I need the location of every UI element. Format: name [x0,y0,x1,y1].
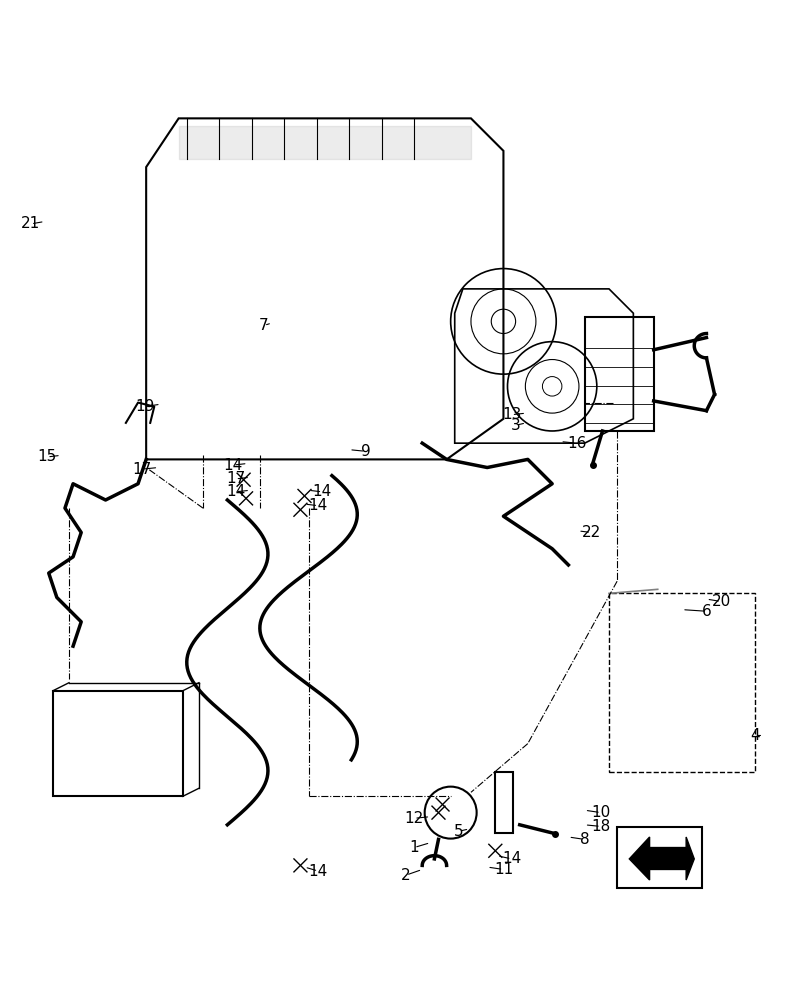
Text: 16: 16 [566,436,586,451]
Polygon shape [629,837,693,880]
Bar [616,827,702,888]
Text: 14: 14 [312,484,332,499]
Text: 7: 7 [259,318,268,333]
Text: 13: 13 [501,407,521,422]
Text: 17: 17 [225,471,245,486]
Text: 14: 14 [501,851,521,866]
Text: 15: 15 [37,449,57,464]
Text: 8: 8 [579,832,589,847]
Text: 20: 20 [710,594,730,609]
Text: 4: 4 [749,728,759,743]
Bar [608,593,754,772]
Text: 3: 3 [510,418,520,433]
Text: 2: 2 [401,868,410,883]
Text: 6: 6 [701,604,710,619]
Text: 14: 14 [308,498,328,513]
Text: 14: 14 [223,458,242,473]
Text: 1: 1 [409,840,418,855]
Text: 11: 11 [493,862,513,877]
Text: 14: 14 [308,864,328,879]
Bar [53,691,182,796]
Bar [495,772,513,833]
Text: 22: 22 [581,525,600,540]
Text: 18: 18 [590,819,610,834]
Text: 21: 21 [21,216,41,231]
Text: 14: 14 [225,484,245,499]
Text: 9: 9 [360,444,370,459]
Text: 17: 17 [132,462,152,477]
Text: 12: 12 [404,811,423,826]
Bar [584,317,653,431]
Text: 19: 19 [135,399,154,414]
Text: 5: 5 [453,824,463,839]
Text: 10: 10 [590,805,610,820]
